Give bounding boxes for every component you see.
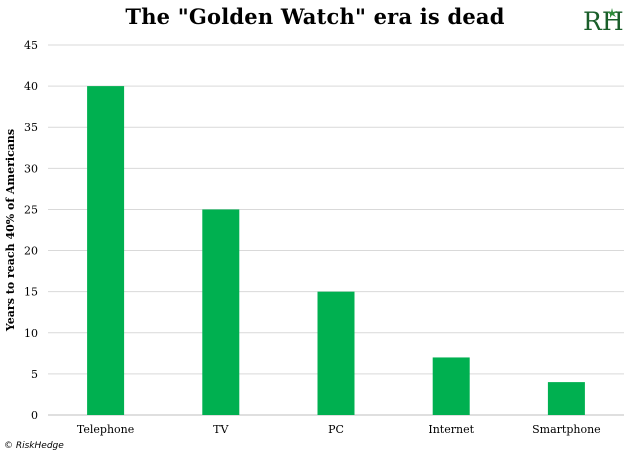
x-tick-label: TV xyxy=(213,423,229,436)
x-tick-label: Smartphone xyxy=(532,423,601,436)
bars xyxy=(87,86,585,415)
y-axis-ticks: 0 5 10 15 20 25 30 35 40 45 xyxy=(24,39,38,422)
y-tick-label: 15 xyxy=(24,286,38,299)
copyright-text: © RiskHedge xyxy=(4,441,64,451)
y-tick-label: 25 xyxy=(24,203,38,216)
chart-title: The "Golden Watch" era is dead xyxy=(125,4,505,29)
y-tick-label: 45 xyxy=(24,39,38,52)
y-tick-label: 40 xyxy=(24,80,38,93)
bar-pc xyxy=(317,291,355,415)
bar-smartphone xyxy=(547,382,585,415)
y-axis-label: Years to reach 40% of Americans xyxy=(4,129,17,332)
y-tick-label: 5 xyxy=(31,368,38,381)
y-tick-label: 35 xyxy=(24,121,38,134)
bar-tv xyxy=(202,209,240,415)
x-tick-label: Telephone xyxy=(77,423,134,436)
logo-text: RH xyxy=(583,7,624,36)
x-axis-ticks: Telephone TV PC Internet Smartphone xyxy=(77,423,601,436)
bar-telephone xyxy=(87,86,125,415)
y-tick-label: 0 xyxy=(31,409,38,422)
y-tick-label: 20 xyxy=(24,245,38,258)
bar-internet xyxy=(432,357,470,415)
logo-leaf-icon xyxy=(607,8,617,18)
x-tick-label: PC xyxy=(328,423,344,436)
riskhedge-logo: RH xyxy=(583,7,624,36)
x-tick-label: Internet xyxy=(428,423,474,436)
y-tick-label: 10 xyxy=(24,327,38,340)
y-tick-label: 30 xyxy=(24,162,38,175)
